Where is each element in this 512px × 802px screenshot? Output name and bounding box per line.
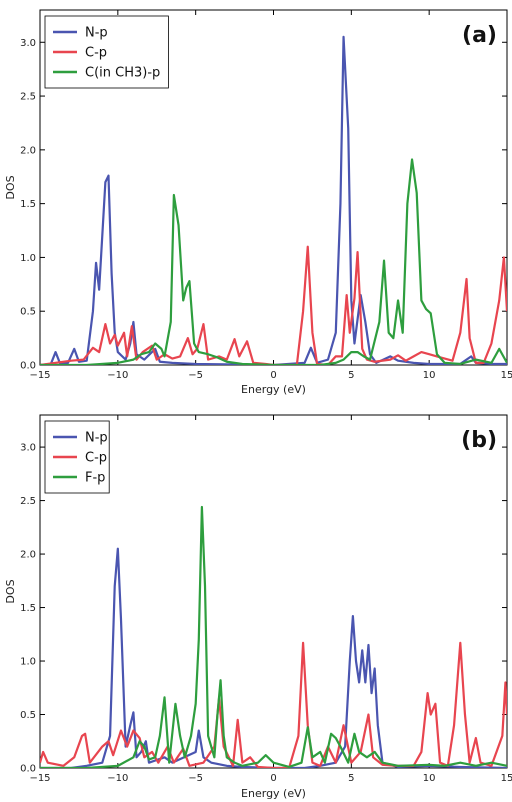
x-axis-label: Energy (eV) — [241, 787, 306, 800]
x-tick-label: −10 — [107, 773, 128, 784]
legend-label: N-p — [85, 431, 108, 446]
y-tick-label: 2.5 — [20, 496, 36, 507]
series-line-f-p — [40, 505, 507, 768]
y-tick-label: 3.0 — [20, 443, 36, 454]
y-tick-label: 0.0 — [20, 361, 36, 372]
y-tick-label: 0.0 — [20, 764, 36, 775]
y-tick-label: 0.5 — [20, 710, 36, 721]
x-tick-label: −15 — [29, 773, 50, 784]
y-tick-label: 2.5 — [20, 92, 36, 103]
x-tick-label: 10 — [423, 773, 436, 784]
series-line-c-p — [40, 641, 507, 768]
x-tick-label: 10 — [423, 370, 436, 381]
series-line-c-in-ch3-p — [40, 158, 507, 365]
y-axis-label: DOS — [4, 579, 17, 603]
panel-label: (b) — [461, 428, 497, 453]
panel-a: 0.0 0.5 1.0 1.5 2.0 2.5 3.0 −15 −10 −5 0 5 10 15 Energ… — [4, 9, 512, 396]
x-tick-label: −10 — [107, 370, 128, 381]
y-axis-label: DOS — [4, 175, 17, 199]
x-tick-label: 15 — [501, 370, 512, 381]
legend-label: F-p — [85, 471, 105, 486]
legend-box — [44, 15, 169, 89]
x-tick-label: 5 — [348, 370, 354, 381]
y-tick-label: 1.5 — [20, 603, 36, 614]
y-tick-label: 1.0 — [20, 657, 36, 668]
y-tick-label: 2.0 — [20, 145, 36, 156]
y-tick-label: 0.5 — [20, 307, 36, 318]
panel-b: 0.0 0.5 1.0 1.5 2.0 2.5 3.0 −15 −10 −5 0 5 10 15 Energ… — [4, 414, 512, 800]
legend-label: N-p — [85, 26, 108, 41]
x-tick-label: 0 — [270, 370, 276, 381]
x-axis-label: Energy (eV) — [241, 383, 306, 396]
y-tick-label: 2.0 — [20, 550, 36, 561]
panel-label: (a) — [462, 23, 497, 48]
y-tick-label: 3.0 — [20, 38, 36, 49]
legend-label: C-p — [85, 451, 107, 466]
x-tick-label: −5 — [188, 370, 203, 381]
series-line-n-p — [40, 547, 507, 768]
x-tick-label: −5 — [188, 773, 203, 784]
series-line-n-p — [40, 35, 507, 365]
legend-label: C(in CH3)-p — [85, 66, 160, 81]
y-tick-label: 1.5 — [20, 199, 36, 210]
x-tick-label: 15 — [501, 773, 512, 784]
x-tick-label: 0 — [270, 773, 276, 784]
x-tick-label: 5 — [348, 773, 354, 784]
y-tick-label: 1.0 — [20, 253, 36, 264]
legend-label: C-p — [85, 46, 107, 61]
x-tick-label: −15 — [29, 370, 50, 381]
